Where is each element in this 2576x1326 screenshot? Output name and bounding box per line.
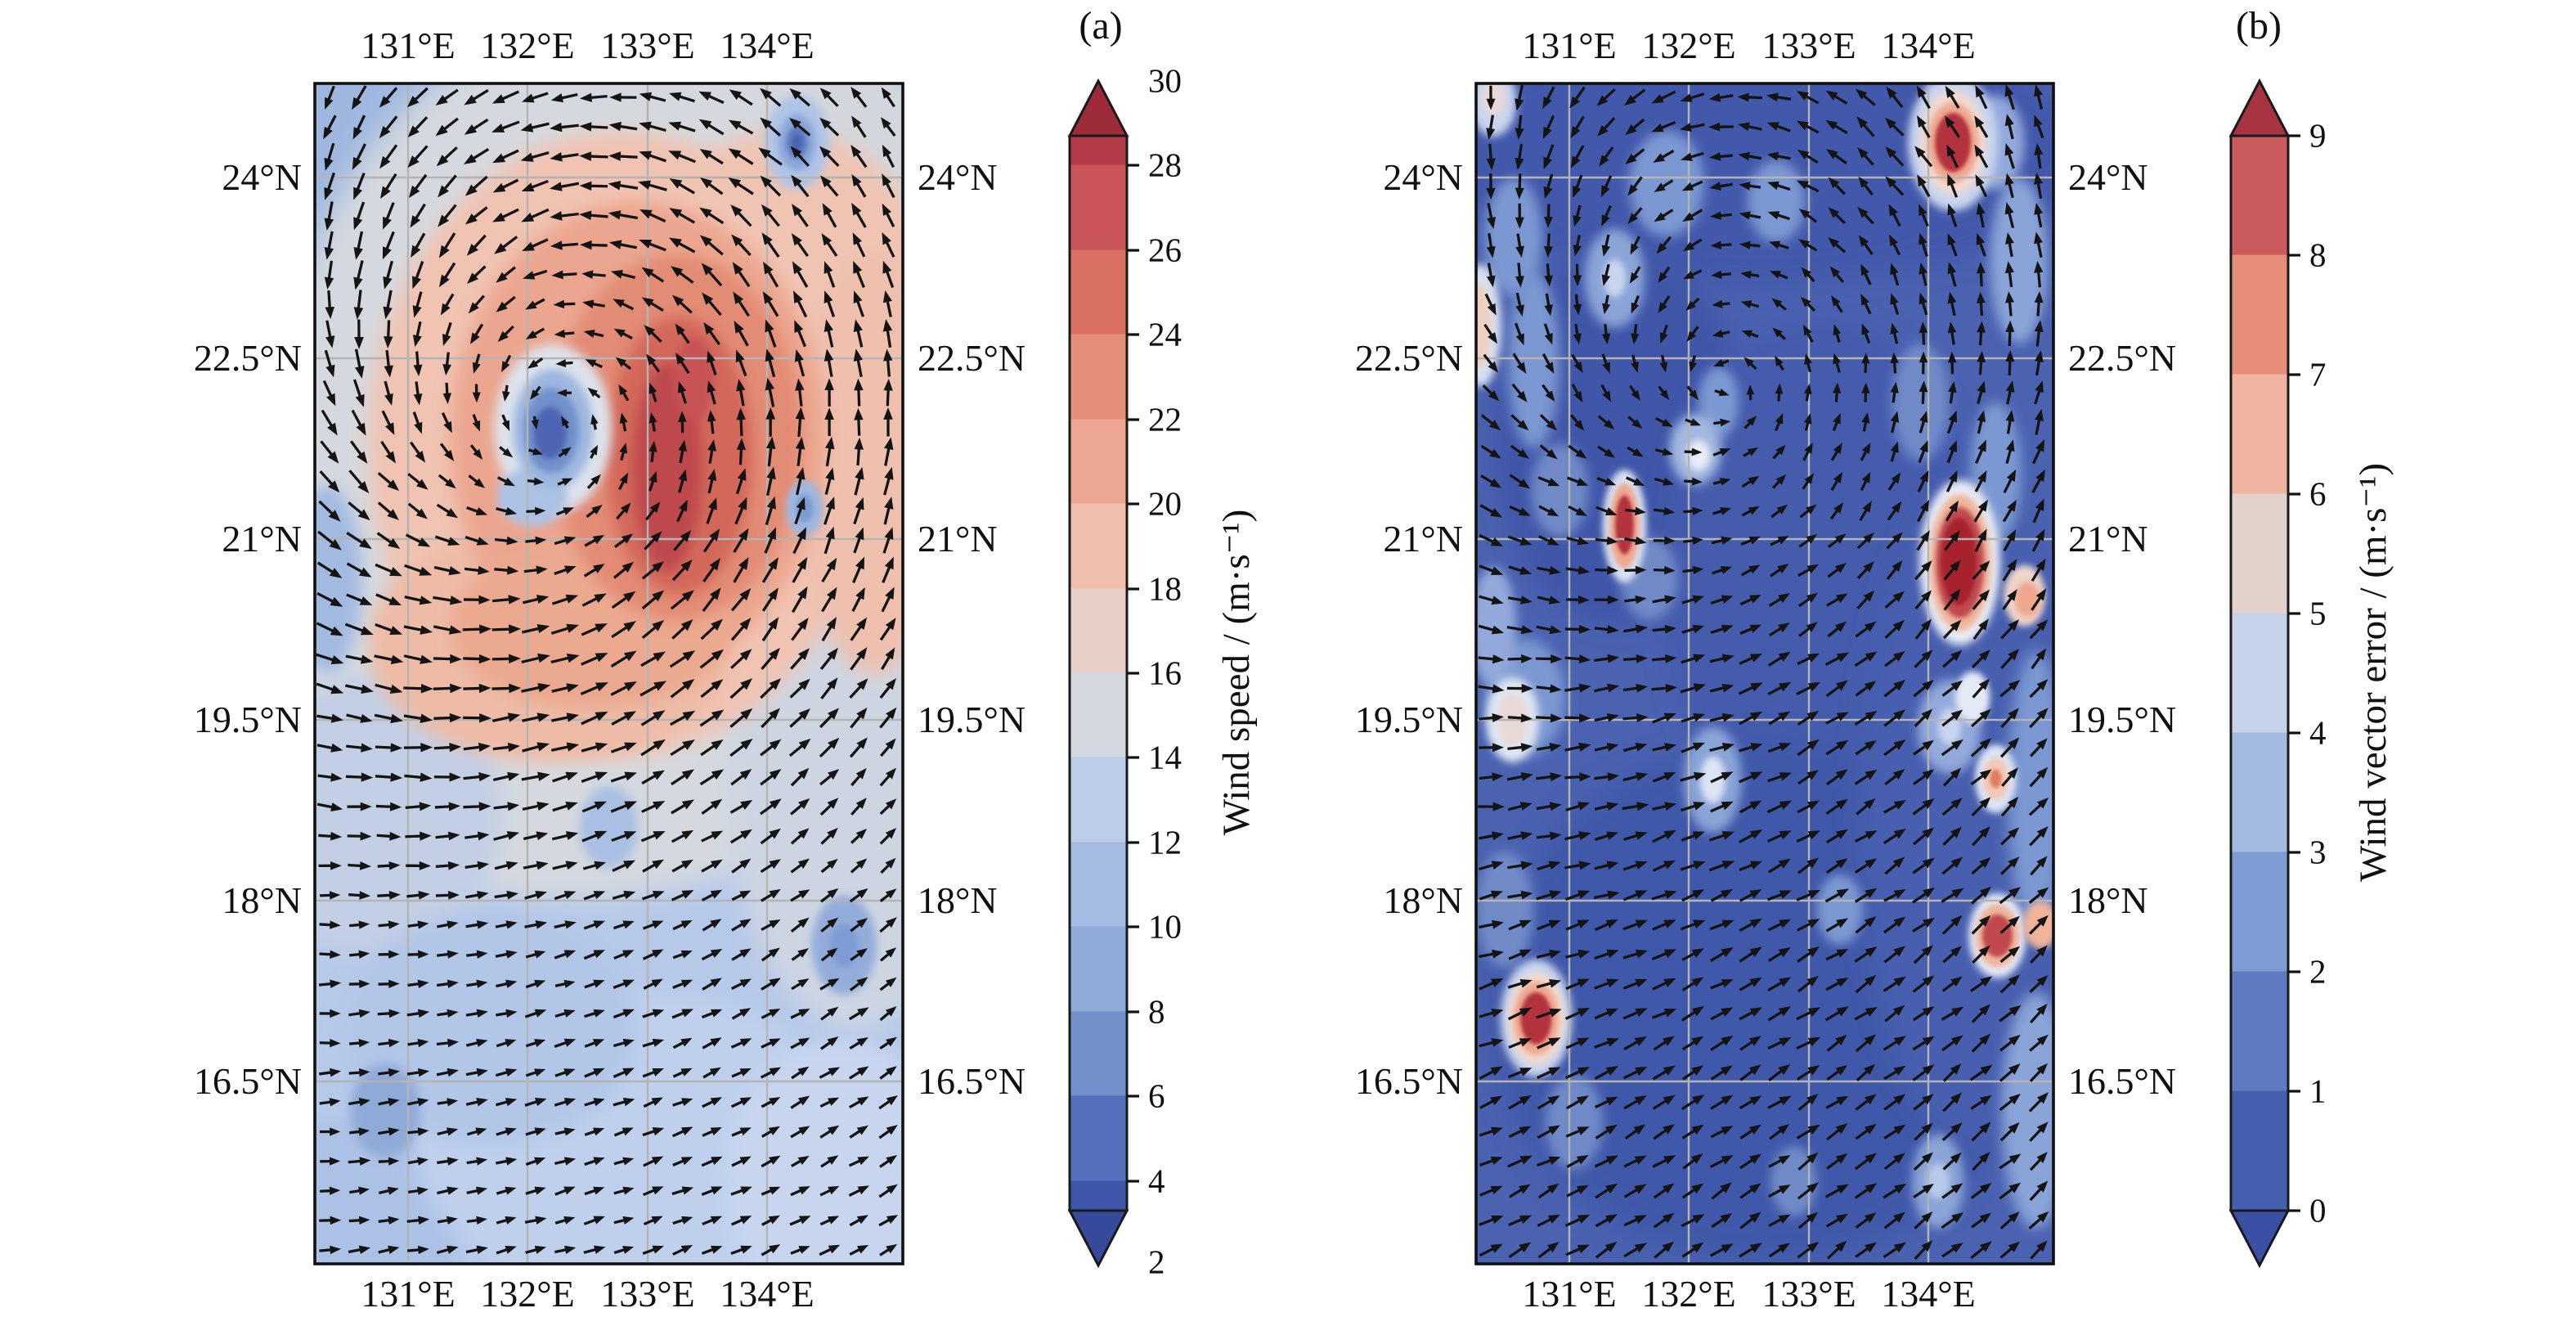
map-panel-a: [315, 83, 903, 1264]
wind-vectors-b: [1478, 83, 2049, 1261]
colorbar-a: [1067, 78, 1139, 1269]
wind-vectors-a: [316, 85, 899, 1256]
colorbar-b: [2228, 78, 2300, 1269]
map-border-a: [313, 82, 904, 1265]
map-border-b: [1474, 82, 2055, 1265]
map-panel-b: [1476, 83, 2053, 1264]
